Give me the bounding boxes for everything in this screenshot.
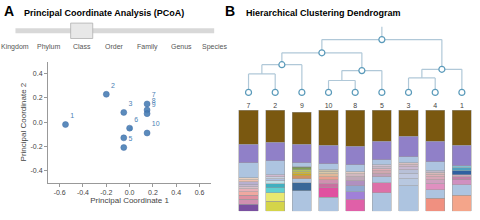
- svg-text:3: 3: [407, 102, 411, 109]
- svg-text:1: 1: [70, 112, 74, 119]
- svg-text:0.6: 0.6: [195, 189, 205, 196]
- svg-text:4: 4: [433, 102, 437, 109]
- svg-text:10: 10: [325, 102, 333, 109]
- svg-text:0.0: 0.0: [33, 119, 43, 126]
- svg-text:B: B: [225, 3, 235, 19]
- svg-text:Hierarchical Clustering Dendro: Hierarchical Clustering Dendrogram: [246, 8, 401, 18]
- svg-text:Phylum: Phylum: [37, 43, 61, 51]
- svg-text:Genus: Genus: [171, 43, 192, 50]
- svg-text:2: 2: [273, 102, 277, 109]
- svg-text:9: 9: [300, 102, 304, 109]
- svg-text:0.4: 0.4: [171, 189, 181, 196]
- svg-text:5: 5: [129, 135, 133, 142]
- svg-text:Order: Order: [105, 43, 124, 50]
- svg-text:0.4: 0.4: [33, 70, 43, 77]
- svg-text:Class: Class: [73, 43, 91, 50]
- svg-text:-0.2: -0.2: [31, 143, 43, 150]
- svg-text:8: 8: [353, 102, 357, 109]
- svg-text:5: 5: [380, 102, 384, 109]
- svg-text:Family: Family: [137, 43, 158, 51]
- svg-text:9: 9: [152, 101, 156, 108]
- svg-text:0.2: 0.2: [148, 189, 158, 196]
- svg-text:-0.2: -0.2: [100, 189, 112, 196]
- svg-text:Principal Coordinate Analysis: Principal Coordinate Analysis (PCoA): [24, 8, 184, 18]
- svg-text:Kingdom: Kingdom: [1, 43, 29, 51]
- svg-text:4: 4: [129, 125, 133, 132]
- svg-text:Species: Species: [202, 43, 227, 51]
- svg-text:7: 7: [247, 102, 251, 109]
- svg-text:3: 3: [129, 100, 133, 107]
- svg-text:-0.4: -0.4: [77, 189, 89, 196]
- svg-text:0.2: 0.2: [33, 94, 43, 101]
- svg-text:7: 7: [152, 91, 156, 98]
- svg-text:-0.4: -0.4: [31, 167, 43, 174]
- svg-text:0.0: 0.0: [125, 189, 135, 196]
- svg-text:Principal Coordinate 2: Principal Coordinate 2: [19, 82, 28, 161]
- svg-text:A: A: [4, 3, 14, 19]
- svg-text:8: 8: [152, 98, 156, 105]
- svg-text:1: 1: [460, 102, 464, 109]
- svg-text:-0.6: -0.6: [54, 189, 66, 196]
- svg-text:Principal Coordinate 1: Principal Coordinate 1: [90, 196, 169, 205]
- svg-text:2: 2: [111, 82, 115, 89]
- svg-text:10: 10: [152, 120, 160, 127]
- svg-text:6: 6: [134, 116, 138, 123]
